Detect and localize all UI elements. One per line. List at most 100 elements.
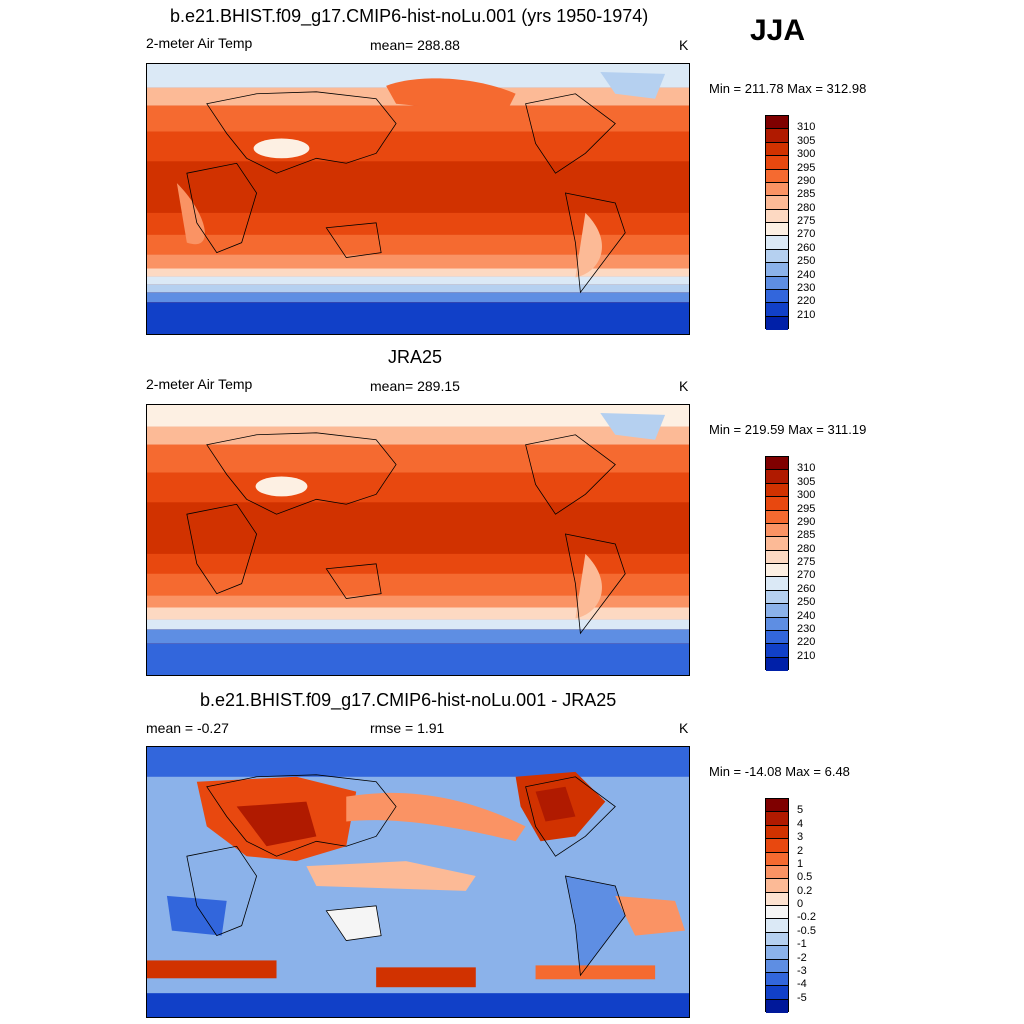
colorbar-swatch [766,497,788,511]
colorbar-tick-label: 220 [797,295,816,308]
colorbar-swatch [766,289,788,304]
colorbar-tick-label: 275 [797,215,816,227]
colorbar-swatch [766,537,788,551]
colorbar-tick-label: 210 [797,308,816,321]
units-label: K [679,37,689,53]
colorbar-tick-label: -0.5 [797,924,816,937]
colorbar-tick-label: 230 [797,281,816,294]
colorbar-tick-label: 275 [797,556,816,568]
colorbar-tick-label: 290 [797,515,816,528]
mean-label: mean= 289.15 [370,378,460,394]
colorbar-tick-label: 260 [797,582,816,595]
colorbar-swatch [766,972,788,987]
colorbar-swatch [766,129,788,143]
panel-title: JRA25 [388,347,443,367]
rmse-label: rmse = 1.91 [370,720,445,736]
minmax-label: Min = -14.08 Max = 6.48 [709,764,850,779]
colorbar-tick-label: -2 [797,951,807,964]
panel-title: b.e21.BHIST.f09_g17.CMIP6-hist-noLu.001 … [200,690,617,710]
colorbar-tick-label: 270 [797,569,816,582]
colorbar-tick-label: 290 [797,174,816,187]
colorbar-swatch [766,879,788,893]
colorbar-tick-label: 2 [797,844,804,857]
colorbar [765,456,789,671]
colorbar-swatch [766,932,788,947]
colorbar-swatch [766,457,788,471]
colorbar-tick-label: 300 [797,489,816,502]
colorbar-tick-label: 305 [797,134,816,147]
colorbar-swatch [766,906,788,920]
colorbar-tick-label: 285 [797,529,816,542]
colorbar-swatch [766,483,788,498]
colorbar-swatch [766,223,788,237]
colorbar-tick-label: 220 [797,636,816,649]
colorbar-tick-label: -0.2 [797,911,816,924]
colorbar-tick-label: 0 [797,898,804,910]
colorbar-tick-label: 5 [797,804,804,817]
units-label: K [679,720,689,736]
colorbar-swatch [766,630,788,645]
season-label: JJA [750,14,806,47]
colorbar-swatch [766,236,788,250]
colorbar-tick-label: -1 [797,938,807,951]
colorbar-tick-label: 280 [797,201,816,214]
colorbar-tick-label: 295 [797,161,816,174]
colorbar-swatch [766,839,788,853]
colorbar-tick-label: 270 [797,228,816,241]
colorbar-swatches [766,457,788,671]
minmax-label: Min = 219.59 Max = 311.19 [709,422,867,437]
colorbar-tick-label: 0.2 [797,884,813,897]
colorbar-swatch [766,959,788,973]
colorbar-tick-label: 1 [797,857,804,870]
temperature-map [146,404,690,676]
temperature-map [146,63,690,335]
colorbar-swatch [766,919,788,933]
colorbar-swatches [766,116,788,330]
colorbar-swatches [766,799,788,1013]
colorbar-swatch [766,590,788,605]
colorbar-tick-label: 285 [797,188,816,201]
colorbar-swatch [766,142,788,157]
colorbar-swatch [766,986,788,1000]
colorbar-swatch [766,812,788,826]
variable-label: 2-meter Air Temp [146,35,253,51]
colorbar-tick-label: 4 [797,817,804,830]
colorbar-tick-label: -5 [797,991,807,1004]
colorbar-swatch [766,316,788,330]
colorbar-tick-label: 250 [797,596,816,609]
colorbar-swatch [766,892,788,906]
colorbar-swatch [766,577,788,591]
colorbar-tick-label: 280 [797,542,816,555]
colorbar [765,798,789,1013]
colorbar-swatch [766,182,788,197]
colorbar [765,115,789,330]
colorbar-tick-label: 230 [797,622,816,635]
colorbar-tick-label: 3 [797,831,804,844]
colorbar-swatch [766,470,788,484]
colorbar-swatch [766,303,788,317]
colorbar-tick-label: 310 [797,121,816,134]
colorbar-swatch [766,657,788,671]
colorbar-tick-label: 240 [797,268,816,281]
colorbar-swatch [766,263,788,277]
colorbar-swatch [766,169,788,183]
colorbar-swatch [766,209,788,223]
colorbar-tick-label: 260 [797,241,816,254]
colorbar-swatch [766,564,788,578]
colorbar-swatch [766,946,788,960]
colorbar-swatch [766,617,788,631]
colorbar-swatch [766,510,788,524]
colorbar-tick-label: 305 [797,475,816,488]
colorbar-swatch [766,116,788,130]
colorbar-swatch [766,523,788,538]
colorbar-tick-label: 295 [797,502,816,515]
colorbar-tick-label: 0.5 [797,871,813,884]
colorbar-tick-label: 210 [797,649,816,662]
colorbar-swatch [766,156,788,170]
colorbar-swatch [766,999,788,1013]
colorbar-swatch [766,799,788,813]
colorbar-swatch [766,550,788,564]
minmax-label: Min = 211.78 Max = 312.98 [709,81,867,96]
colorbar-swatch [766,276,788,290]
colorbar-tick-label: 250 [797,255,816,268]
